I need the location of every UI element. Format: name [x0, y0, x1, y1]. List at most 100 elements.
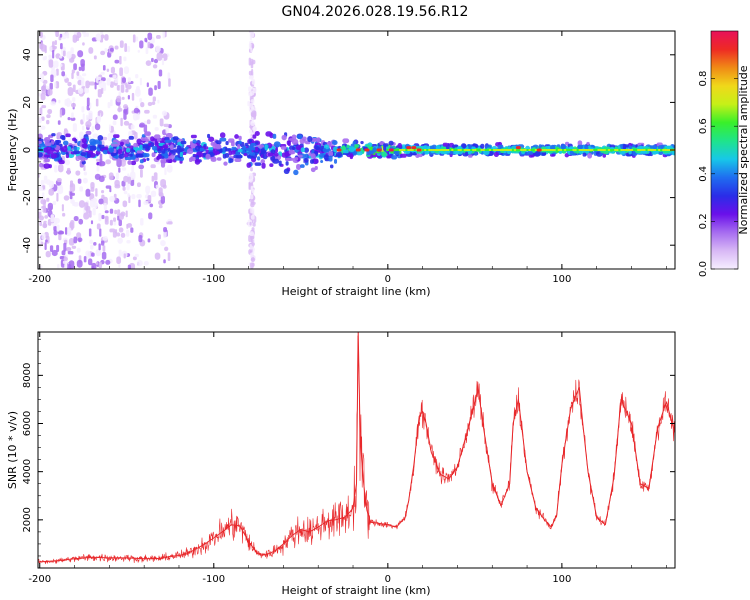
spectrogram-cell — [101, 77, 106, 82]
spectrogram-cell — [149, 203, 154, 208]
spectrogram-cell — [109, 195, 116, 203]
spectrogram-cell — [96, 76, 102, 81]
spectrogram-cell — [295, 157, 299, 161]
spectrogram-cell — [98, 261, 103, 269]
spectrogram-cell — [79, 131, 84, 140]
spectrogram-cell — [254, 162, 262, 166]
spectrogram-cell — [144, 109, 150, 114]
spectrogram-cell — [293, 169, 299, 176]
spectrogram-cell — [147, 101, 153, 107]
spectrogram-cell — [152, 96, 156, 102]
spectrogram-cell — [533, 150, 541, 157]
spectrogram-cell — [388, 148, 394, 152]
spectrogram-cell — [53, 229, 58, 236]
spectrogram-cell — [110, 143, 118, 147]
spectrogram-cell — [310, 153, 316, 159]
spectrogram-cell — [57, 263, 60, 269]
spectrogram-cell — [298, 154, 303, 158]
spectrogram-cell — [95, 248, 102, 257]
spectrogram-cell — [468, 154, 473, 158]
spectrogram-cell — [89, 239, 94, 245]
spectrogram-cell — [248, 86, 252, 92]
spectrogram-cell — [118, 227, 124, 233]
spectrogram-cell — [42, 79, 48, 84]
spectrogram-cell — [127, 176, 131, 184]
spectrogram-cell — [45, 250, 51, 258]
spectrogram-cell — [147, 142, 152, 146]
spectrogram-cell — [260, 159, 266, 164]
spectrogram-cell — [143, 124, 148, 133]
spectrogram-cell — [123, 175, 129, 183]
spectrogram-cell — [81, 142, 88, 149]
spectrogram-cell — [348, 146, 356, 152]
spectrogram-cell — [585, 146, 589, 150]
spectrogram-cell — [136, 259, 143, 267]
spectrogram-cell — [56, 224, 60, 232]
spectrogram-cell — [50, 214, 55, 223]
spectrogram-cell — [160, 195, 165, 204]
spectrogram-cell — [62, 50, 66, 57]
spectrogram-cell — [251, 44, 255, 49]
spectrogram-cell — [98, 243, 101, 251]
spectrogram-cell — [296, 134, 303, 140]
y-tick-label: 8000 — [22, 363, 33, 388]
spectrogram-cell — [323, 144, 330, 150]
spectrogram-cell — [44, 158, 50, 163]
spectrogram-cell — [85, 188, 91, 197]
spectrogram-cell — [109, 47, 114, 52]
spectrogram-cell — [158, 204, 163, 209]
spectrogram-cell — [114, 179, 120, 187]
spectrogram-cell — [90, 182, 95, 189]
spectrogram-cell — [153, 172, 158, 181]
spectrogram-cell — [249, 152, 256, 156]
spectrogram-cell — [89, 153, 96, 158]
spectrogram-cell — [250, 257, 256, 263]
spectrogram-cell — [73, 236, 78, 244]
spectrogram-cell — [296, 163, 301, 170]
y-tick-label: 40 — [22, 48, 33, 61]
spectrogram-cell — [138, 164, 145, 170]
spectrogram-cell — [110, 99, 113, 107]
spectrogram-cell — [127, 193, 130, 198]
spectrogram-cell — [254, 130, 260, 137]
spectrogram-cell — [83, 212, 90, 220]
spectrogram-cell — [464, 151, 469, 156]
spectrogram-cell — [73, 63, 77, 71]
spectrogram-cell — [132, 256, 137, 261]
spectrogram-cell — [38, 207, 43, 213]
spectrogram-cell — [474, 151, 478, 156]
spectrogram-cell — [117, 237, 123, 244]
spectrogram-cell — [416, 148, 422, 152]
spectrogram-cell — [39, 73, 44, 82]
y-tick-label: -20 — [22, 189, 33, 205]
spectrogram-cell — [73, 215, 79, 222]
spectrogram-cell — [83, 164, 86, 171]
spectrogram-cell — [161, 57, 165, 66]
spectrogram-cell — [164, 137, 170, 141]
spectrogram-cell — [135, 154, 140, 158]
spectrogram-cell — [120, 84, 125, 93]
spectrogram-cell — [230, 140, 235, 147]
spectrogram-cell — [251, 238, 254, 244]
spectrogram-cell — [41, 85, 46, 95]
spectrogram-cell — [48, 164, 52, 169]
spectrogram-cell — [286, 140, 291, 146]
spectrogram-cell — [77, 237, 83, 243]
spectrogram-cell — [108, 172, 114, 181]
spectrogram-cell — [248, 57, 252, 66]
spectrogram-cell — [157, 99, 160, 104]
spectrogram-cell — [73, 150, 80, 154]
spectrogram-cell — [116, 158, 122, 168]
snr-y-ticks: 2000 4000 6000 8000 — [22, 338, 675, 557]
spectrogram-cell — [62, 260, 68, 264]
spectrogram-cell — [386, 155, 392, 159]
spectrogram-cell — [38, 240, 42, 249]
spectrogram-cell — [150, 164, 156, 169]
spectrogram-cell — [64, 227, 68, 235]
spectrogram-cell — [113, 134, 120, 138]
spectrogram-cell — [252, 134, 257, 139]
spectrogram-cell — [56, 68, 59, 76]
spectrogram-cell — [69, 100, 72, 105]
spectrogram-cell — [100, 50, 106, 56]
spectrogram-cell — [109, 208, 114, 214]
